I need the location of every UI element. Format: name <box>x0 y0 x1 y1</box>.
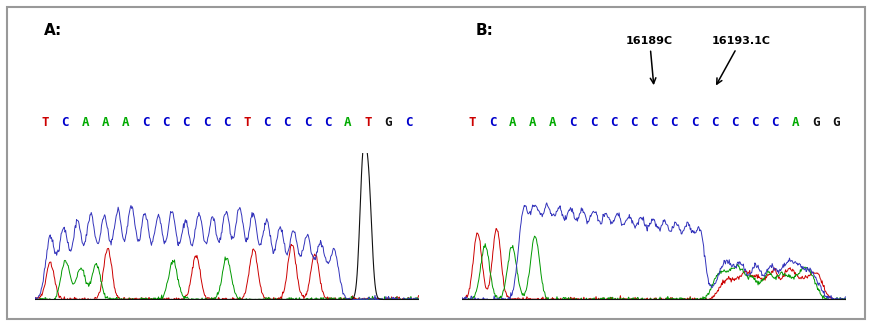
Text: C: C <box>324 116 331 129</box>
Text: C: C <box>283 116 291 129</box>
Text: A: A <box>82 116 89 129</box>
Text: 16189C: 16189C <box>626 36 673 83</box>
Text: C: C <box>610 116 617 129</box>
Text: A: A <box>122 116 130 129</box>
Text: A: A <box>529 116 536 129</box>
Text: C: C <box>711 116 719 129</box>
Text: C: C <box>671 116 678 129</box>
Text: G: G <box>812 116 820 129</box>
Text: C: C <box>772 116 779 129</box>
Text: C: C <box>569 116 577 129</box>
Text: T: T <box>364 116 371 129</box>
Text: G: G <box>832 116 840 129</box>
Text: C: C <box>751 116 759 129</box>
Text: C: C <box>203 116 210 129</box>
Text: C: C <box>162 116 170 129</box>
Text: C: C <box>630 116 637 129</box>
Text: C: C <box>731 116 739 129</box>
Text: A: A <box>102 116 109 129</box>
Text: C: C <box>182 116 190 129</box>
Text: A: A <box>792 116 799 129</box>
Text: G: G <box>385 116 392 129</box>
Text: C: C <box>223 116 230 129</box>
Text: B:: B: <box>475 23 493 38</box>
Text: C: C <box>263 116 271 129</box>
Text: C: C <box>61 116 69 129</box>
Text: C: C <box>589 116 597 129</box>
Text: A: A <box>549 116 557 129</box>
FancyBboxPatch shape <box>7 7 865 319</box>
Text: T: T <box>41 116 49 129</box>
Text: A: A <box>509 116 516 129</box>
Text: C: C <box>405 116 412 129</box>
Text: 16193.1C: 16193.1C <box>712 36 770 84</box>
Text: T: T <box>243 116 250 129</box>
Text: T: T <box>468 116 476 129</box>
Text: C: C <box>142 116 150 129</box>
Text: A: A <box>344 116 351 129</box>
Text: C: C <box>488 116 496 129</box>
Text: C: C <box>651 116 657 129</box>
Text: A:: A: <box>44 23 62 38</box>
Text: C: C <box>691 116 698 129</box>
Text: C: C <box>303 116 311 129</box>
